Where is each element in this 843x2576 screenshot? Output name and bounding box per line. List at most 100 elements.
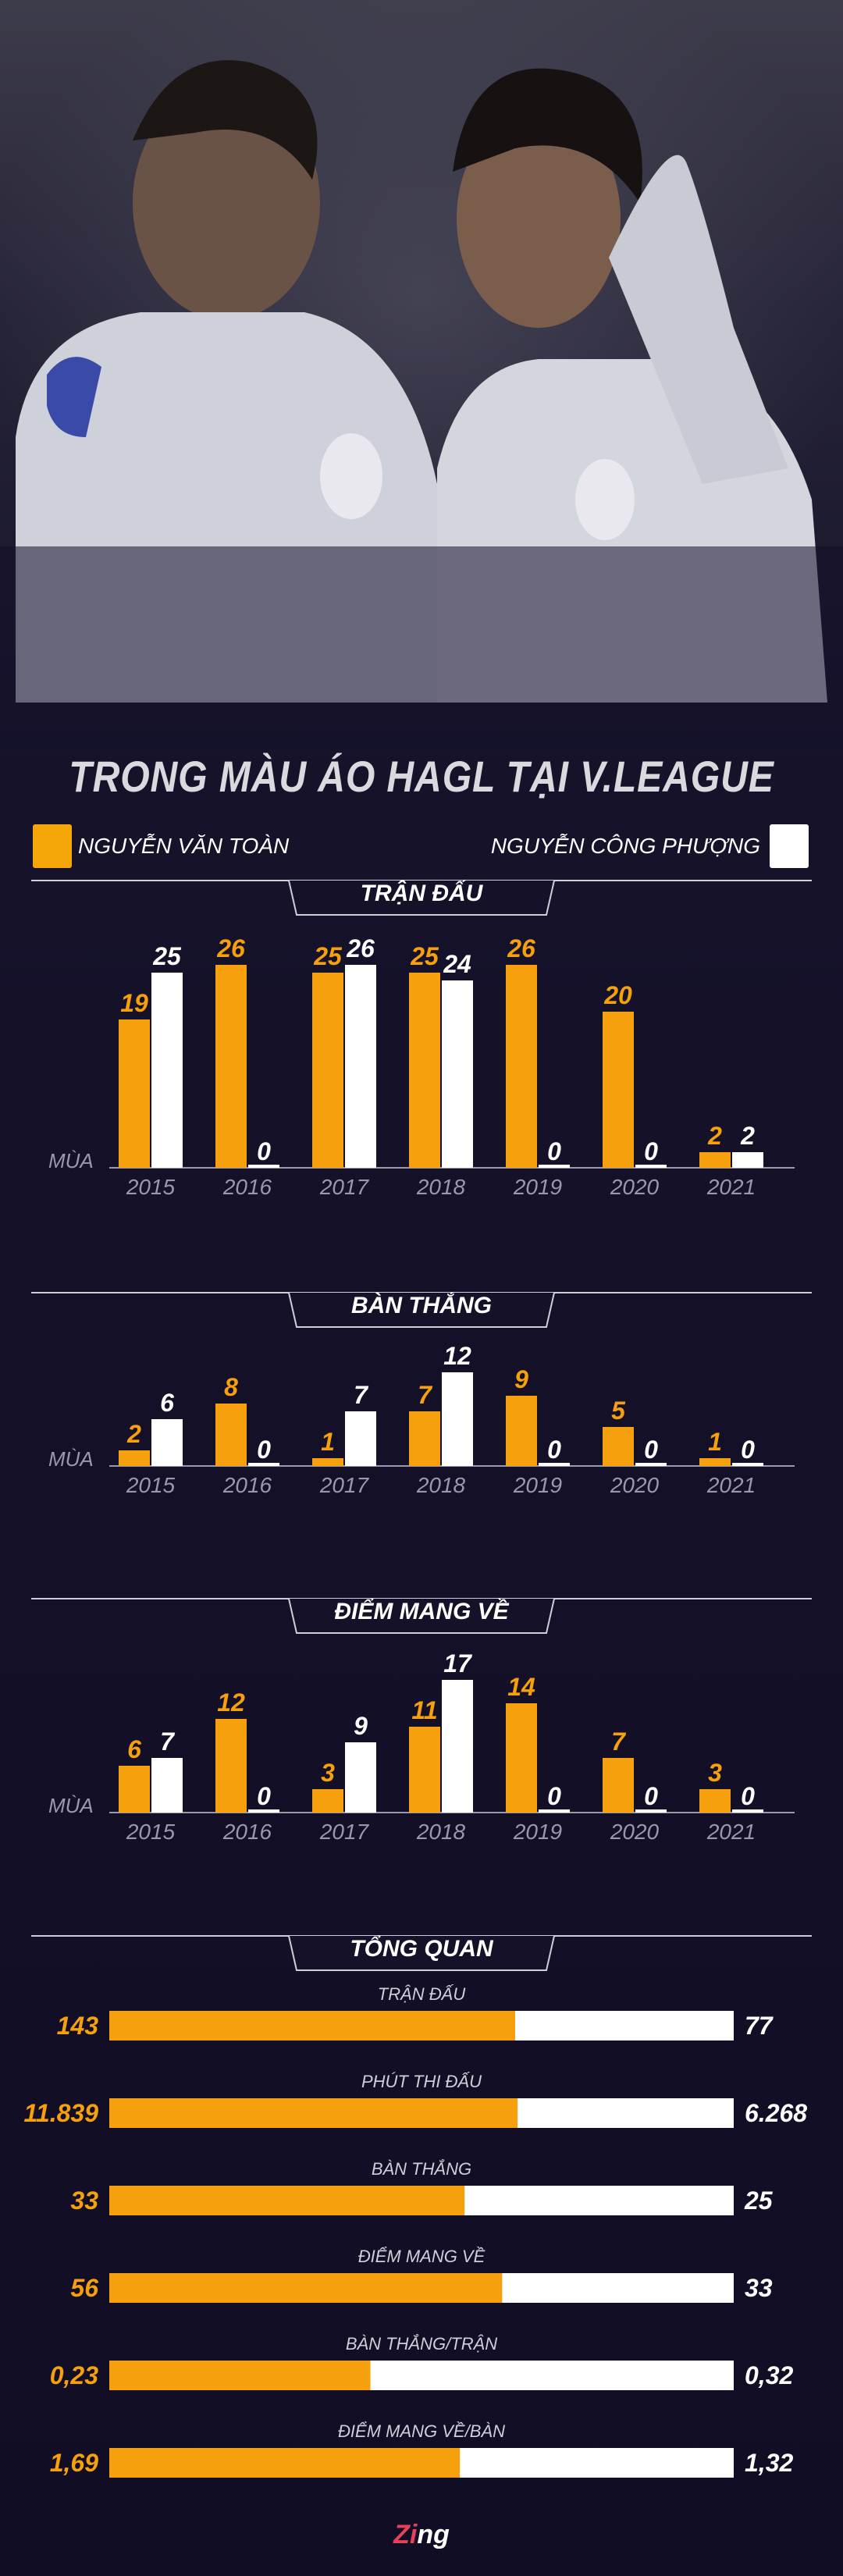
tick-label-2020: 2020 <box>610 1473 660 1497</box>
bar-right-2015 <box>151 973 183 1168</box>
bar-right-2017 <box>345 965 376 1168</box>
section-title-overview: TỔNG QUAN <box>350 1936 493 1962</box>
data-label: 7 <box>160 1727 176 1756</box>
overview-row-label: PHÚT THI ĐẤU <box>361 2072 482 2091</box>
tick-label-2016: 2016 <box>222 1175 272 1199</box>
bar-right-2016 <box>248 1463 279 1466</box>
data-label: 7 <box>418 1381 433 1409</box>
bar-right-2020 <box>635 1463 667 1466</box>
overview-left-value: 1,69 <box>50 2449 98 2477</box>
bar-right-2019 <box>539 1165 570 1168</box>
overview-left-value: 33 <box>70 2186 98 2215</box>
bar-right-2020 <box>635 1809 667 1813</box>
data-label: 0 <box>741 1436 755 1464</box>
overview-left-value: 56 <box>70 2274 98 2302</box>
bar-left-2017 <box>312 1458 343 1466</box>
data-label: 9 <box>514 1365 528 1393</box>
tick-label-2020: 2020 <box>610 1820 660 1844</box>
tick-label-2015: 2015 <box>126 1473 176 1497</box>
bar-right-2017 <box>345 1411 376 1466</box>
data-label: 0 <box>741 1782 755 1810</box>
data-label: 2 <box>707 1122 722 1150</box>
data-label: 0 <box>257 1782 271 1810</box>
bar-right-2021 <box>732 1463 763 1466</box>
data-label: 1 <box>321 1428 335 1456</box>
bar-left-2020 <box>603 1427 634 1466</box>
data-label: 2 <box>740 1122 755 1150</box>
bar-left-2020 <box>603 1012 634 1168</box>
hagl-crest-icon-left <box>33 824 72 868</box>
bar-right-2018 <box>442 1680 473 1813</box>
player-right-name: NGUYỄN CÔNG PHƯỢNG <box>490 834 760 858</box>
data-label: 20 <box>603 981 632 1009</box>
data-label: 0 <box>644 1137 658 1165</box>
overview-right-value: 33 <box>745 2274 773 2302</box>
data-label: 25 <box>410 942 439 970</box>
data-label: 0 <box>644 1782 658 1810</box>
bar-left-2019 <box>506 1703 537 1813</box>
bar-left-2019 <box>506 1396 537 1466</box>
zing-logo: Zing <box>0 2520 843 2550</box>
section-title-goals: BÀN THẮNG <box>351 1293 492 1318</box>
bar-right-2015 <box>151 1419 183 1466</box>
axis-label: MÙA <box>48 1447 94 1471</box>
player-left-name: NGUYỄN VĂN TOÀN <box>78 834 290 858</box>
data-label: 3 <box>321 1759 335 1787</box>
zing-logo-part-1: Zi <box>393 2520 418 2549</box>
hagl-crest-icon-right <box>770 824 809 868</box>
tick-label-2018: 2018 <box>416 1473 466 1497</box>
overview-chart: TRẬN ĐẤU 143 77 PHÚT THI ĐẤU 11.839 6.268 BÀN … <box>24 1984 807 2478</box>
bar-chart-1: MÙA2620158020161720177122018902019502020… <box>48 1342 795 1497</box>
overview-row-label: BÀN THẮNG <box>372 2159 471 2179</box>
data-label: 3 <box>708 1759 722 1787</box>
overview-row-label: BÀN THẮNG/TRẬN <box>346 2334 497 2354</box>
data-label: 12 <box>217 1688 245 1717</box>
tick-label-2016: 2016 <box>222 1820 272 1844</box>
overview-row-label: ĐIỂM MANG VỀ/BÀN <box>338 2421 505 2441</box>
bar-right-2021 <box>732 1809 763 1813</box>
data-label: 0 <box>547 1436 561 1464</box>
data-label: 1 <box>708 1428 722 1456</box>
overview-left-value: 0,23 <box>50 2361 98 2389</box>
bar-right-2020 <box>635 1165 667 1168</box>
bar-right-2018 <box>442 1372 473 1466</box>
overview-row-label: TRẬN ĐẤU <box>378 1984 466 2004</box>
overview-right-value: 77 <box>745 2012 774 2040</box>
data-label: 7 <box>611 1727 627 1756</box>
data-label: 6 <box>127 1735 141 1763</box>
bar-left-2015 <box>119 1766 150 1813</box>
data-label: 24 <box>443 950 471 978</box>
tick-label-2018: 2018 <box>416 1175 466 1199</box>
overview-right-value: 25 <box>744 2186 774 2215</box>
section-title-matches: TRẬN ĐẤU <box>360 881 483 906</box>
overview-right-value: 6.268 <box>745 2099 807 2127</box>
bar-left-2018 <box>409 1727 440 1813</box>
bar-left-2021 <box>699 1152 731 1168</box>
data-label: 26 <box>346 934 375 962</box>
tick-label-2019: 2019 <box>513 1473 562 1497</box>
tick-label-2015: 2015 <box>126 1175 176 1199</box>
bar-left-2016 <box>215 965 247 1168</box>
tick-label-2017: 2017 <box>319 1473 370 1497</box>
section-dividers <box>31 880 812 1971</box>
data-label: 11 <box>411 1696 437 1724</box>
data-label: 25 <box>152 942 182 970</box>
data-label: 0 <box>547 1782 561 1810</box>
bar-left-2019 <box>506 965 537 1168</box>
axis-label: MÙA <box>48 1794 94 1817</box>
overview-bar-left <box>109 2273 503 2303</box>
bar-right-2017 <box>345 1742 376 1813</box>
data-label: 0 <box>644 1436 658 1464</box>
data-label: 7 <box>354 1381 369 1409</box>
bar-right-2016 <box>248 1809 279 1813</box>
tick-label-2019: 2019 <box>513 1820 562 1844</box>
overview-bar-left <box>109 2011 515 2041</box>
data-label: 12 <box>443 1342 471 1370</box>
overview-row-label: ĐIỂM MANG VỀ <box>358 2247 486 2266</box>
overview-bar-left <box>109 2186 465 2215</box>
bar-left-2021 <box>699 1458 731 1466</box>
tick-label-2020: 2020 <box>610 1175 660 1199</box>
